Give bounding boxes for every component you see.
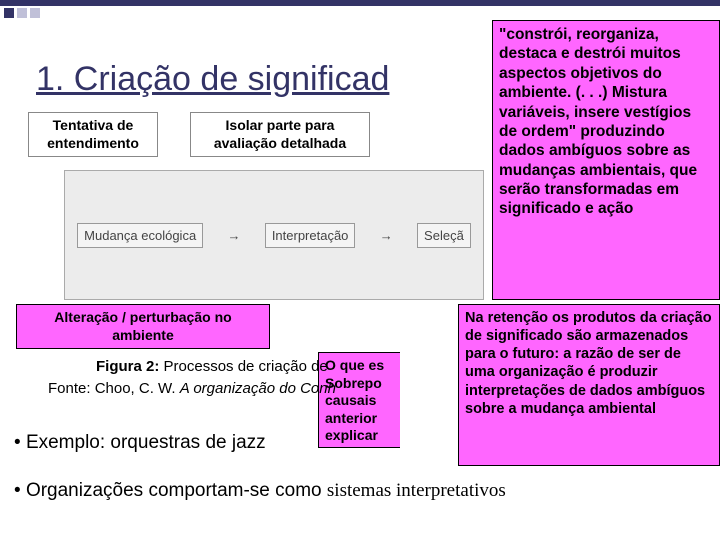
callout-retencao: Na retenção os produtos da criação de si… — [458, 304, 720, 466]
diagram-box-selecao: Seleçã — [417, 223, 471, 248]
diagram-arrow: → — [380, 228, 393, 243]
callout-tentativa: Tentativa de entendimento — [28, 112, 158, 157]
slide-title: 1. Criação de significad — [36, 60, 389, 99]
caption-figura-bold: Figura 2: — [96, 358, 164, 375]
callout-constroi: "constrói, reorganiza, destaca e destrói… — [492, 20, 720, 300]
accent-box — [4, 8, 14, 18]
bullet-org-serif: sistemas interpretativos — [327, 480, 506, 501]
callout-oque-cut: O que es Sobrepo causais anterior explic… — [318, 352, 400, 448]
accent-box — [30, 8, 40, 18]
caption-fonte: Fonte: Choo, C. W. A organização do Conh — [48, 380, 336, 397]
accent-box — [17, 8, 27, 18]
diagram-box-mudanca: Mudança ecológica — [77, 223, 203, 248]
diagram-image: Mudança ecológica → Interpretação → Sele… — [64, 170, 484, 300]
callout-isolar: Isolar parte para avaliação detalhada — [190, 112, 370, 157]
callout-alteracao: Alteração / perturbação no ambiente — [16, 304, 270, 349]
bullet-org: Organizações comportam-se como sistemas … — [14, 480, 506, 502]
accent-row — [0, 6, 720, 20]
caption-fonte-italic: A organização do Conh — [180, 380, 336, 397]
caption-fonte-prefix: Fonte: Choo, C. W. — [48, 380, 180, 397]
slide-body: 1. Criação de significad "constrói, reor… — [0, 20, 720, 538]
bullet-jazz: Exemplo: orquestras de jazz — [14, 432, 266, 454]
diagram-box-interpretacao: Interpretação — [265, 223, 356, 248]
caption-figura: Figura 2: Processos de criação de — [96, 358, 328, 375]
caption-figura-text: Processos de criação de — [164, 358, 328, 375]
diagram-arrow: → — [228, 228, 241, 243]
bullet-org-prefix: Organizações comportam-se como — [26, 480, 327, 501]
